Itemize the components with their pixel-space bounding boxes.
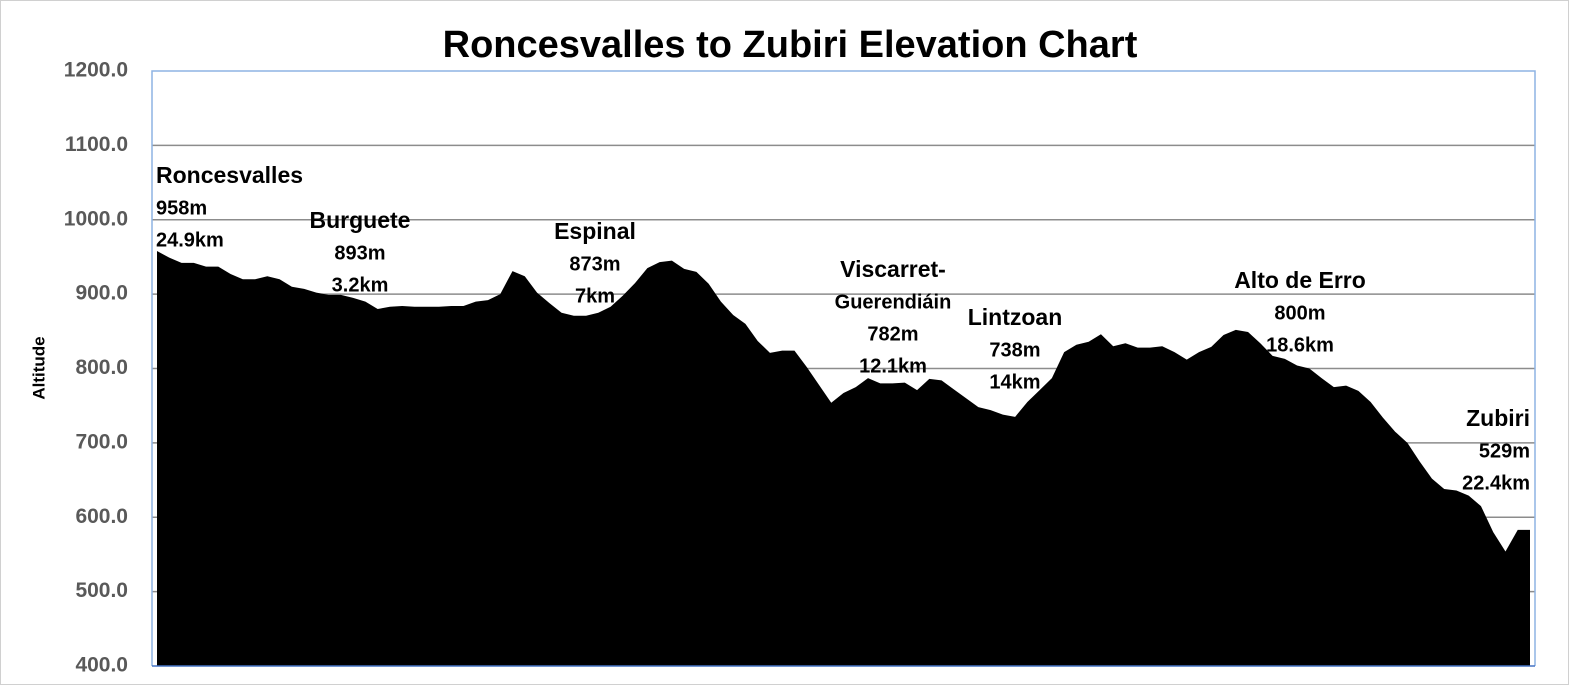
annotation: Lintzoan — [968, 304, 1063, 330]
y-tick-label: 1200.0 — [64, 59, 128, 82]
annotation: 738m — [989, 339, 1040, 361]
annotation: Alto de Erro — [1234, 267, 1366, 293]
annotation: Zubiri — [1466, 405, 1530, 431]
annotation: 3.2km — [332, 274, 389, 296]
annotation: 873m — [569, 253, 620, 275]
y-tick-label: 700.0 — [75, 430, 128, 453]
annotation: 14km — [989, 371, 1040, 393]
y-tick-label: 1000.0 — [64, 207, 128, 230]
y-axis-label: Altitude — [29, 336, 48, 399]
y-tick-label: 600.0 — [75, 505, 128, 528]
y-tick-label: 1100.0 — [65, 133, 128, 156]
annotation: 12.1km — [859, 355, 927, 377]
annotation: Espinal — [554, 218, 636, 244]
annotation: Guerendiáin — [835, 291, 952, 313]
chart-title: Roncesvalles to Zubiri Elevation Chart — [443, 24, 1138, 66]
y-tick-label: 500.0 — [75, 579, 128, 602]
y-tick-label: 400.0 — [75, 654, 128, 677]
annotation: 22.4km — [1462, 472, 1530, 494]
annotation: 782m — [867, 323, 918, 345]
y-tick-label: 900.0 — [75, 282, 128, 305]
annotation: 529m — [1479, 440, 1530, 462]
annotation: 893m — [334, 242, 385, 264]
y-tick-label: 800.0 — [75, 356, 128, 379]
annotation: 24.9km — [156, 229, 224, 251]
annotation: 18.6km — [1266, 334, 1334, 356]
annotation: Burguete — [310, 207, 411, 233]
annotation: Roncesvalles — [156, 162, 303, 188]
elevation-area — [157, 250, 1530, 667]
plot-border — [151, 70, 1536, 666]
annotation: 800m — [1274, 302, 1325, 324]
annotation: 7km — [575, 285, 615, 307]
annotation: 958m — [156, 197, 207, 219]
annotation: Viscarret- — [840, 256, 946, 282]
